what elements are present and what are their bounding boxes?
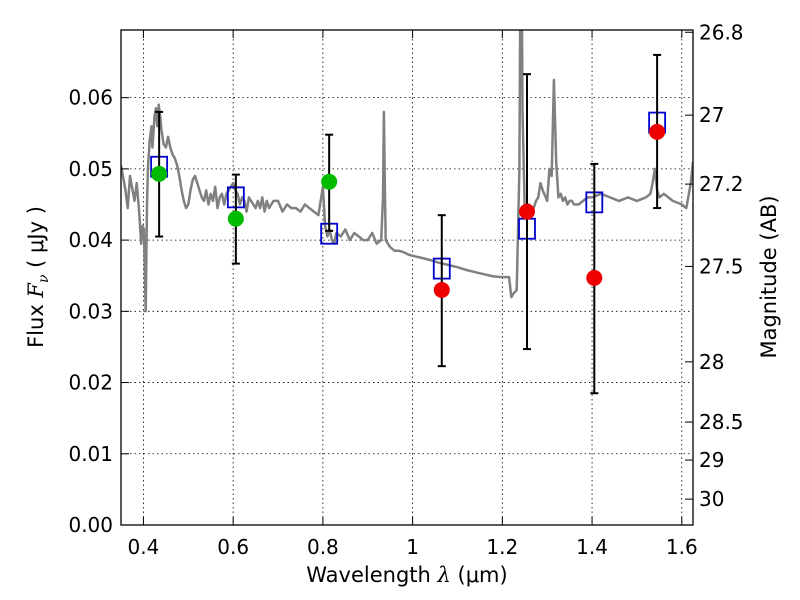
labels: Wavelength λ (μm) Flux Fν ( μJy ) Magnit… [24, 195, 781, 587]
plot-area [121, 30, 693, 525]
magnitude-tick-label: 27.5 [699, 254, 744, 278]
magnitude-tick-label: 29 [699, 448, 724, 472]
y-tick-label: 0.05 [68, 157, 113, 181]
observed-point [433, 281, 450, 298]
y-tick-label: 0.03 [68, 299, 113, 323]
x-tick-label: 0.8 [307, 535, 339, 559]
observed-point [227, 210, 244, 227]
plot-frame [120, 29, 694, 526]
observed-point [519, 203, 536, 220]
axes: 0.4 0.6 0.8 1 1.2 1.4 1.6 0.00 0.01 0.02 0.03 0.04 0… [68, 20, 743, 559]
observed-point [151, 165, 168, 182]
x-tick-label: 0.6 [217, 535, 249, 559]
x-axis-label: Wavelength λ (μm) [306, 563, 507, 587]
y-tick-label: 0.01 [68, 442, 113, 466]
y-tick-label: 0.00 [68, 513, 113, 537]
observed-point [586, 269, 603, 286]
model-spectrum-line [121, 30, 693, 313]
x-tick-label: 1.4 [576, 535, 608, 559]
magnitude-axis-label: Magnitude (AB) [757, 195, 781, 358]
magnitude-tick-label: 28 [699, 350, 724, 374]
magnitude-tick-label: 27 [699, 103, 724, 127]
x-tick-label: 0.4 [128, 535, 160, 559]
magnitude-tick-label: 30 [699, 487, 724, 511]
x-tick-label: 1 [406, 535, 419, 559]
observed-point [649, 123, 666, 140]
x-tick-label: 1.6 [666, 535, 698, 559]
data-layer [121, 30, 693, 395]
observed-point [321, 173, 338, 190]
y-tick-label: 0.02 [68, 371, 113, 395]
y-axis-label: Flux Fν ( μJy ) [24, 206, 52, 348]
magnitude-tick-label: 28.5 [699, 410, 744, 434]
y-tick-label: 0.04 [68, 228, 113, 252]
x-tick-label: 1.2 [486, 535, 518, 559]
magnitude-tick-label: 26.8 [699, 20, 744, 44]
y-tick-label: 0.06 [68, 86, 113, 110]
magnitude-tick-label: 27.2 [699, 172, 744, 196]
